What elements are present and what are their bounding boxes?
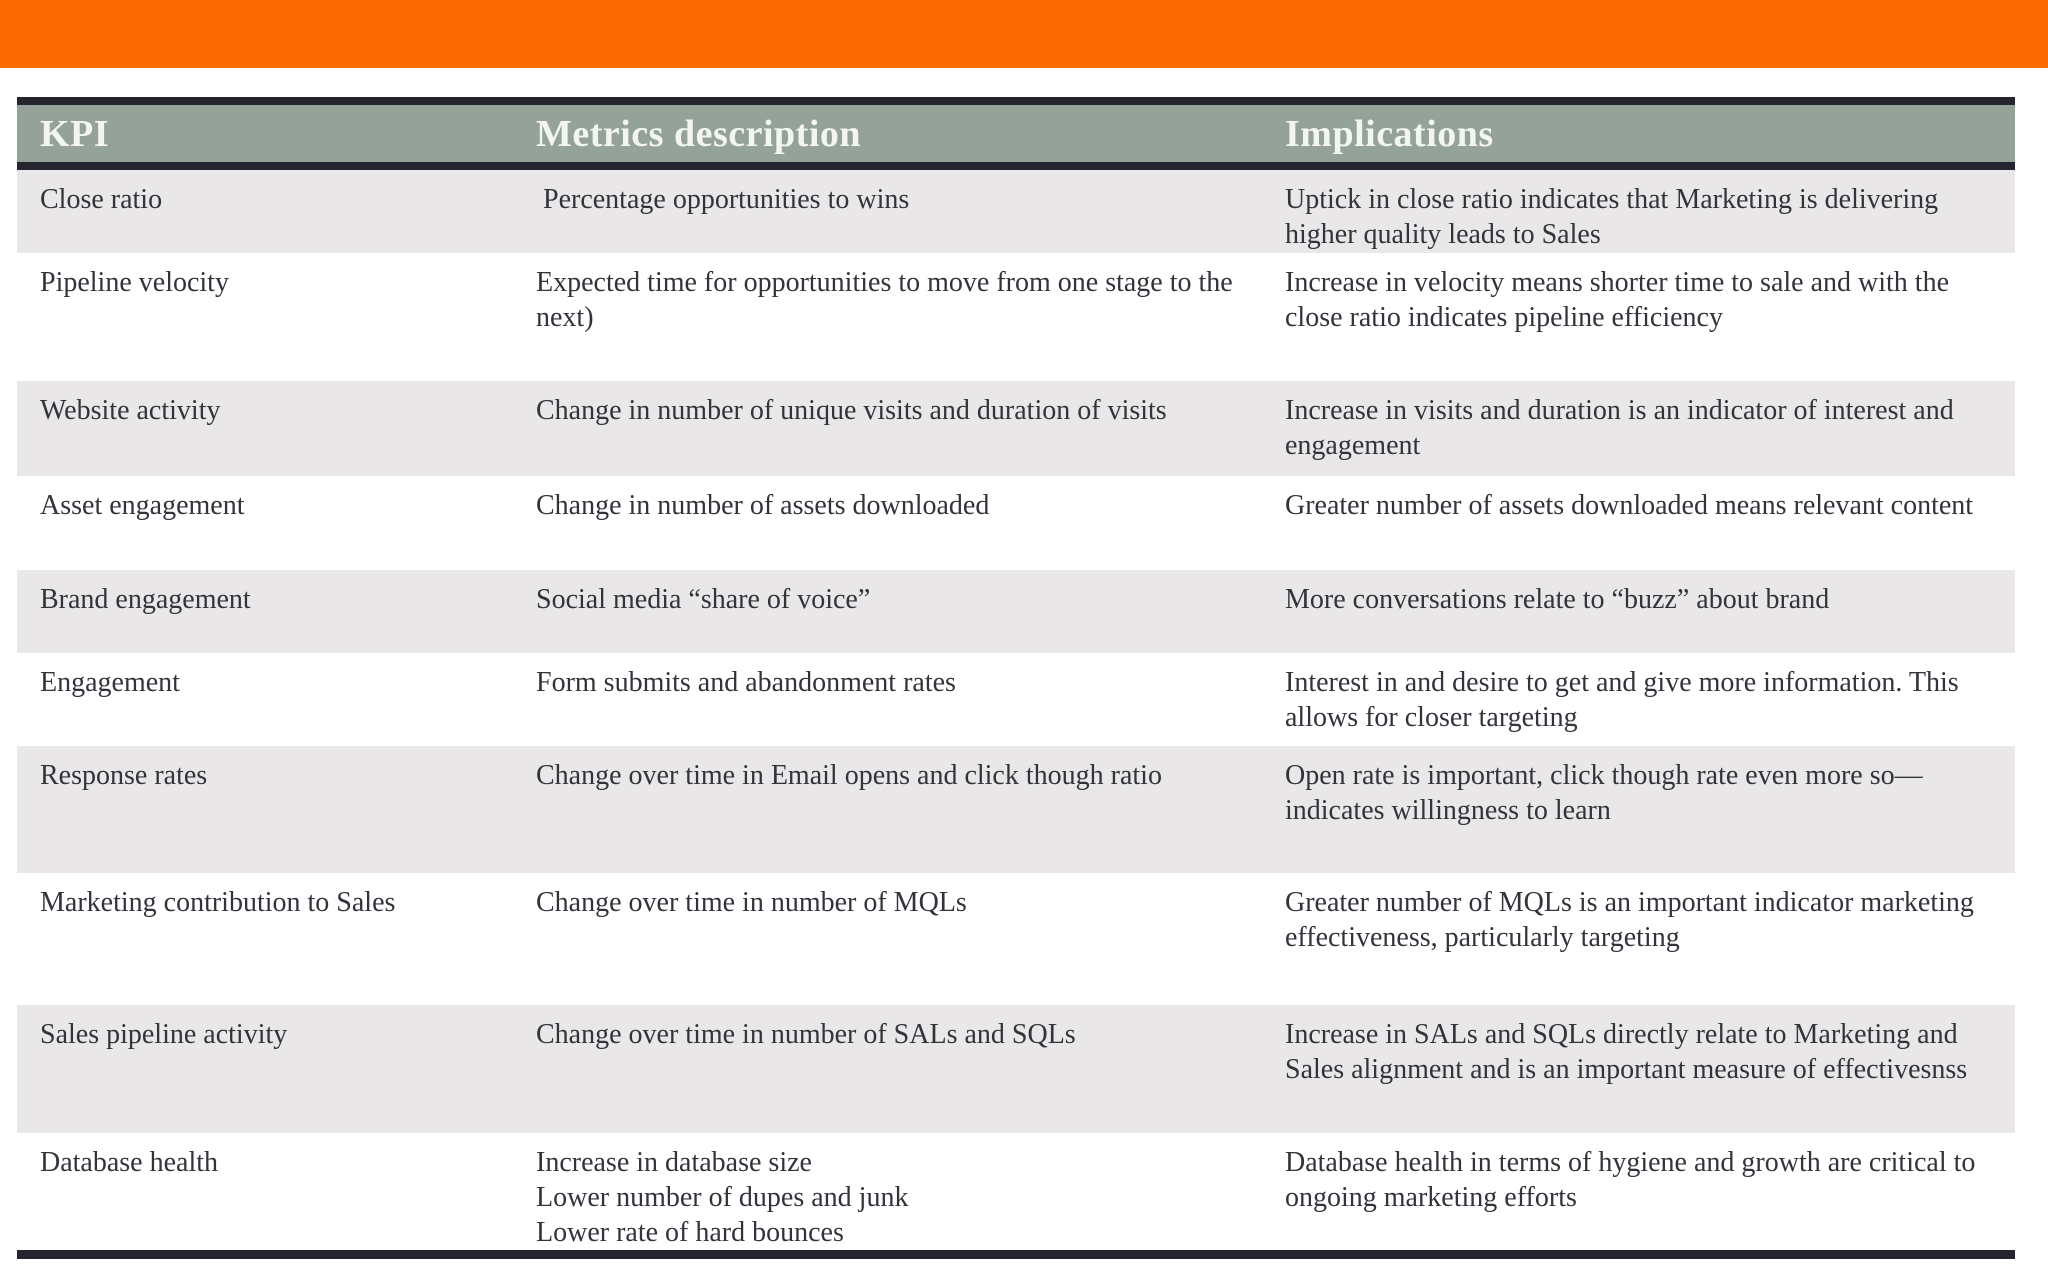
- kpi-table-container: KPI Metrics description Implications Clo…: [17, 97, 2015, 1259]
- metrics-cell: Change over time in number of SALs and S…: [536, 1019, 1076, 1050]
- kpi-cell: Brand engagement: [40, 584, 251, 615]
- metrics-cell: Social media “share of voice”: [536, 584, 871, 615]
- kpi-cell: Sales pipeline activity: [40, 1019, 288, 1050]
- kpi-cell: Pipeline velocity: [40, 267, 229, 298]
- implications-cell: Increase in visits and duration is an in…: [1285, 395, 1961, 461]
- kpi-table: KPI Metrics description Implications Clo…: [17, 97, 2015, 1259]
- metrics-cell: Form submits and abandonment rates: [536, 667, 956, 698]
- kpi-cell: Marketing contribution to Sales: [40, 887, 396, 918]
- kpi-cell: Website activity: [40, 395, 221, 426]
- table-row: Pipeline velocity Expected time for oppo…: [17, 253, 2015, 381]
- implications-cell: Greater number of MQLs is an important i…: [1285, 887, 1981, 953]
- table-row: Website activity Change in number of uni…: [17, 381, 2015, 476]
- implications-cell: More conversations relate to “buzz” abou…: [1285, 584, 1830, 615]
- table-row: Close ratio Percentage opportunities to …: [17, 166, 2015, 253]
- metrics-cell: Expected time for opportunities to move …: [536, 267, 1240, 333]
- column-header-implications: Implications: [1285, 101, 2015, 170]
- table-row: Response rates Change over time in Email…: [17, 746, 2015, 873]
- implications-cell: Open rate is important, click though rat…: [1285, 760, 1923, 826]
- implications-cell: Increase in SALs and SQLs directly relat…: [1285, 1019, 1968, 1085]
- metrics-cell: Change in number of unique visits and du…: [536, 395, 1167, 426]
- implications-cell: Uptick in close ratio indicates that Mar…: [1285, 184, 1946, 250]
- implications-cell: Greater number of assets downloaded mean…: [1285, 490, 1974, 521]
- column-header-metrics-description: Metrics description: [536, 101, 1285, 170]
- metrics-cell: Change in number of assets downloaded: [536, 490, 990, 521]
- kpi-cell: Close ratio: [40, 184, 163, 215]
- metrics-cell: Change over time in number of MQLs: [536, 887, 967, 918]
- metrics-cell: Change over time in Email opens and clic…: [536, 760, 1162, 791]
- table-row: Engagement Form submits and abandonment …: [17, 653, 2015, 746]
- kpi-cell: Asset engagement: [40, 490, 245, 521]
- metrics-cell: Percentage opportunities to wins: [536, 184, 910, 215]
- table-row: Database health Increase in database siz…: [17, 1133, 2015, 1255]
- implications-cell: Database health in terms of hygiene and …: [1285, 1147, 1983, 1213]
- implications-cell: Increase in velocity means shorter time …: [1285, 267, 1957, 333]
- kpi-cell: Response rates: [40, 760, 208, 791]
- top-banner: [0, 0, 2048, 68]
- table-row: Marketing contribution to Sales Change o…: [17, 873, 2015, 1005]
- kpi-cell: Database health: [40, 1147, 219, 1178]
- table-row: Asset engagement Change in number of ass…: [17, 476, 2015, 570]
- table-row: Brand engagement Social media “share of …: [17, 570, 2015, 653]
- column-header-kpi: KPI: [17, 101, 536, 170]
- metrics-cell: Increase in database size Lower number o…: [536, 1147, 909, 1248]
- table-row: Sales pipeline activity Change over time…: [17, 1005, 2015, 1133]
- header-row: KPI Metrics description Implications: [17, 101, 2015, 170]
- implications-cell: Interest in and desire to get and give m…: [1285, 667, 1966, 733]
- kpi-cell: Engagement: [40, 667, 180, 698]
